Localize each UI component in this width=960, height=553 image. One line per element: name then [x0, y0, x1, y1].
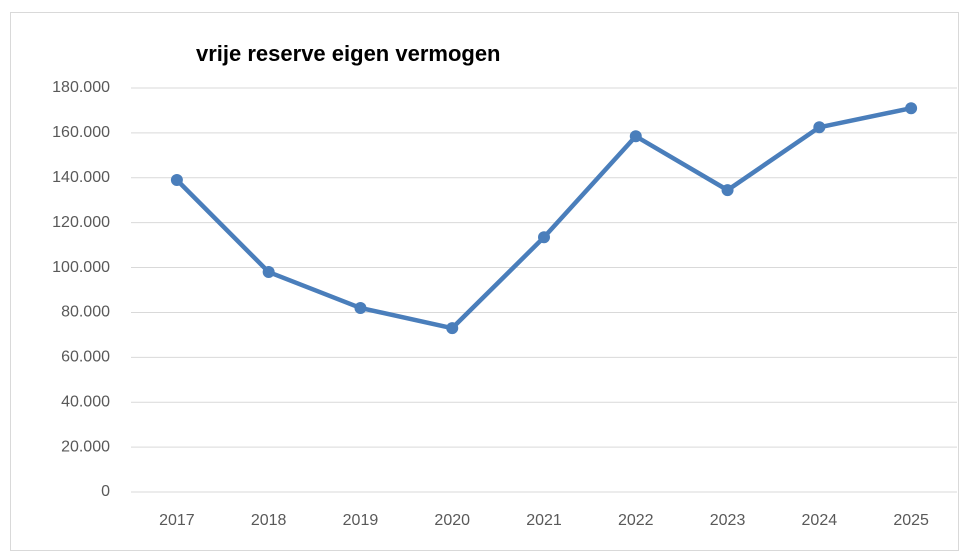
y-tick-label: 0: [101, 483, 110, 500]
data-point: [813, 121, 826, 134]
y-tick-label: 40.000: [61, 393, 110, 410]
x-tick-label: 2018: [251, 512, 287, 529]
data-point: [629, 130, 642, 143]
y-tick-label: 20.000: [61, 438, 110, 455]
x-tick-label: 2025: [893, 512, 929, 529]
y-tick-label: 180.000: [52, 79, 110, 96]
data-point: [721, 184, 734, 197]
x-tick-label: 2024: [802, 512, 838, 529]
data-point: [538, 231, 550, 244]
x-tick-label: 2023: [710, 512, 746, 529]
data-point: [446, 322, 459, 335]
x-tick-label: 2019: [343, 512, 379, 529]
series-line: [174, 105, 914, 331]
chart-border: [10, 12, 959, 551]
y-tick-label: 80.000: [61, 304, 110, 321]
y-tick-label: 60.000: [61, 349, 110, 366]
x-tick-label: 2017: [159, 512, 195, 529]
data-point: [170, 174, 183, 187]
y-tick-label: 160.000: [52, 124, 110, 141]
chart-title: vrije reserve eigen vermogen: [196, 41, 501, 66]
y-tick-label: 120.000: [52, 214, 110, 231]
data-point: [354, 301, 367, 314]
x-tick-label: 2020: [434, 512, 470, 529]
y-tick-label: 100.000: [52, 259, 110, 276]
x-tick-label: 2022: [618, 512, 654, 529]
data-point: [905, 102, 918, 115]
y-tick-label: 140.000: [52, 169, 110, 186]
data-point: [262, 266, 275, 279]
x-tick-label: 2021: [526, 512, 562, 529]
